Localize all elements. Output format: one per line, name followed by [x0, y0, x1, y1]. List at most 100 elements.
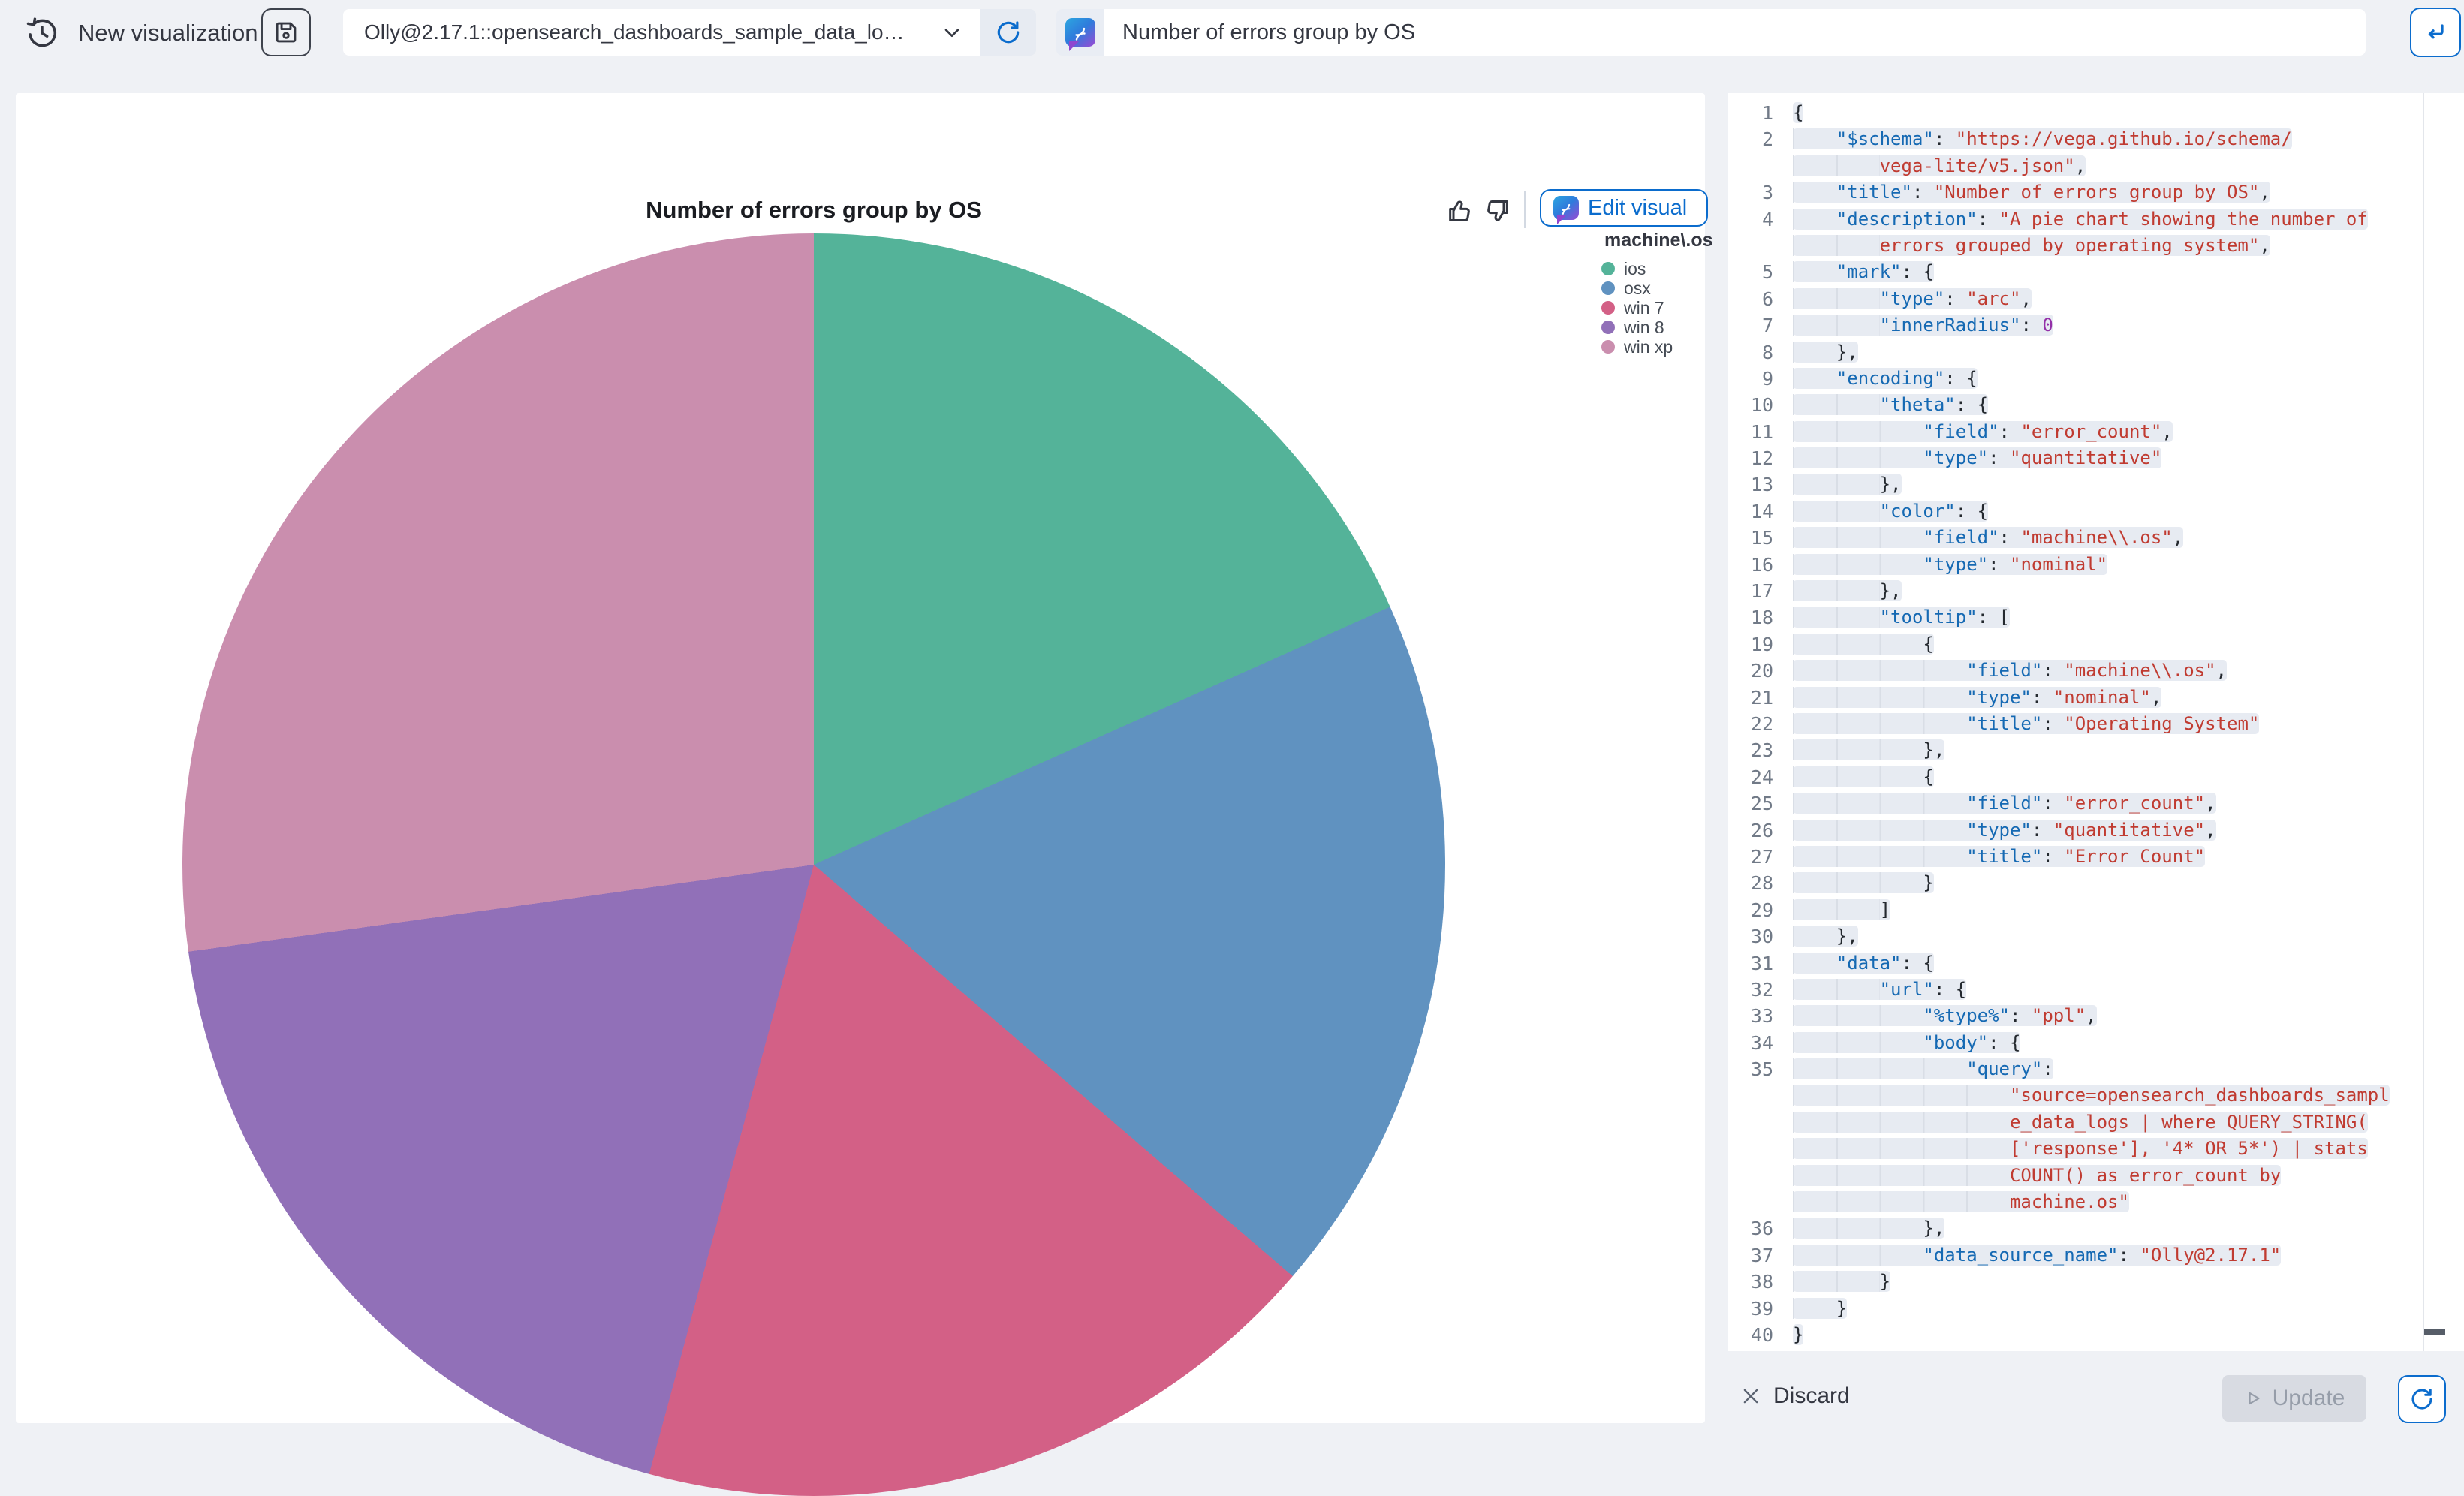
code-line: 24 { — [1728, 764, 2464, 790]
editor-footer: Discard Update — [1728, 1351, 2464, 1441]
vega-spec-editor[interactable]: 1{2 "$schema": "https://vega.github.io/s… — [1728, 93, 2464, 1351]
line-number: 2 — [1761, 128, 1773, 151]
legend-swatch — [1601, 262, 1615, 275]
thumbs-down-icon — [1482, 196, 1512, 226]
code-line: 17 }, — [1728, 578, 2464, 604]
line-number: 18 — [1750, 607, 1773, 629]
line-number: 1 — [1761, 102, 1773, 124]
thumbs-up-button[interactable] — [1444, 195, 1476, 227]
line-number: 31 — [1750, 952, 1773, 974]
line-number: 10 — [1750, 394, 1773, 417]
legend-swatch — [1601, 321, 1615, 334]
legend-label: osx — [1624, 278, 1651, 298]
code-line: 7 "innerRadius": 0 — [1728, 312, 2464, 339]
code-line: 23 }, — [1728, 737, 2464, 763]
line-number: 36 — [1750, 1218, 1773, 1240]
line-number — [1728, 1136, 1793, 1162]
code-line: 35 "query": — [1728, 1056, 2464, 1082]
code-line: 18 "tooltip": [ — [1728, 604, 2464, 631]
code-line: 25 "field": "error_count", — [1728, 790, 2464, 817]
editor-scrollbar-track — [2423, 93, 2424, 1351]
code-line: 30 }, — [1728, 923, 2464, 950]
code-line: 39 } — [1728, 1296, 2464, 1322]
line-number — [1728, 233, 1793, 259]
chart-legend: machine\.os ios osx win 7 win 8 win xp — [1601, 230, 1714, 357]
code-line: 28 } — [1728, 870, 2464, 896]
line-number: 16 — [1750, 553, 1773, 576]
top-toolbar: New visualization Olly@2.17.1::opensearc… — [0, 0, 2464, 93]
code-line: COUNT() as error_count by — [1728, 1163, 2464, 1189]
code-line: 20 "field": "machine\\.os", — [1728, 658, 2464, 684]
line-number: 39 — [1750, 1297, 1773, 1320]
history-button[interactable] — [23, 14, 62, 53]
code-line: vega-lite/v5.json", — [1728, 153, 2464, 179]
code-line: 3 "title": "Number of errors group by OS… — [1728, 179, 2464, 206]
code-line: 12 "type": "quantitative" — [1728, 445, 2464, 471]
code-line: 26 "type": "quantitative", — [1728, 817, 2464, 844]
line-number: 13 — [1750, 474, 1773, 496]
legend-item: win xp — [1601, 337, 1714, 357]
nl-query-bar — [1056, 9, 2366, 56]
line-number: 28 — [1750, 872, 1773, 895]
legend-label: win 7 — [1624, 297, 1664, 318]
header-divider — [1524, 191, 1526, 228]
refresh-icon — [994, 18, 1023, 47]
legend-label: win xp — [1624, 336, 1673, 357]
legend-swatch — [1601, 301, 1615, 315]
code-line: 11 "field": "error_count", — [1728, 419, 2464, 445]
code-line: 5 "mark": { — [1728, 259, 2464, 285]
line-number: 26 — [1750, 819, 1773, 841]
editor-scrollbar-thumb[interactable] — [2424, 1329, 2445, 1335]
code-line: e_data_logs | where QUERY_STRING( — [1728, 1109, 2464, 1136]
submit-query-button[interactable] — [2410, 8, 2461, 57]
legend-swatch — [1601, 281, 1615, 295]
line-number: 27 — [1750, 845, 1773, 868]
save-visualization-button[interactable] — [261, 8, 311, 56]
line-number: 5 — [1761, 261, 1773, 284]
line-number: 38 — [1750, 1271, 1773, 1293]
thumbs-up-icon — [1445, 196, 1475, 226]
line-number: 29 — [1750, 899, 1773, 921]
line-number: 40 — [1750, 1323, 1773, 1346]
line-number: 12 — [1750, 447, 1773, 470]
code-line: 1{ — [1728, 100, 2464, 126]
line-number: 22 — [1750, 712, 1773, 735]
pie-chart[interactable] — [182, 233, 1445, 1496]
datasource-select[interactable]: Olly@2.17.1::opensearch_dashboards_sampl… — [343, 9, 1036, 56]
line-number: 30 — [1750, 926, 1773, 948]
nl-query-input[interactable] — [1104, 9, 2366, 56]
visualization-panel: Number of errors group by OS Edit visual… — [16, 93, 1713, 1496]
line-number: 3 — [1761, 182, 1773, 204]
datasource-refresh-button[interactable] — [980, 9, 1036, 56]
edit-visual-button[interactable]: Edit visual — [1540, 189, 1708, 227]
code-line: machine.os" — [1728, 1189, 2464, 1215]
line-number: 17 — [1750, 580, 1773, 603]
update-button[interactable]: Update — [2222, 1375, 2366, 1422]
line-number: 9 — [1761, 367, 1773, 390]
code-line: 32 "url": { — [1728, 977, 2464, 1003]
line-number: 20 — [1750, 660, 1773, 682]
thumbs-down-button[interactable] — [1481, 195, 1513, 227]
discard-button[interactable]: Discard — [1740, 1374, 1850, 1419]
code-line: 34 "body": { — [1728, 1030, 2464, 1056]
line-number: 21 — [1750, 686, 1773, 709]
code-line: 38 } — [1728, 1269, 2464, 1295]
close-icon — [1740, 1386, 1761, 1407]
floppy-save-icon — [273, 20, 299, 45]
edit-visual-label: Edit visual — [1588, 195, 1688, 220]
code-line: errors grouped by operating system", — [1728, 233, 2464, 259]
code-line: 29 ] — [1728, 897, 2464, 923]
line-number: 23 — [1750, 739, 1773, 762]
line-number: 14 — [1750, 500, 1773, 522]
code-line: 6 "type": "arc", — [1728, 286, 2464, 312]
code-line: "source=opensearch_dashboards_sampl — [1728, 1082, 2464, 1109]
legend-swatch — [1601, 340, 1615, 354]
rerun-button[interactable] — [2398, 1375, 2446, 1423]
line-number — [1728, 1082, 1793, 1109]
code-line: 15 "field": "machine\\.os", — [1728, 525, 2464, 551]
line-number: 6 — [1761, 287, 1773, 310]
legend-item: win 7 — [1601, 298, 1714, 318]
datasource-select-value: Olly@2.17.1::opensearch_dashboards_sampl… — [364, 20, 905, 44]
line-number — [1728, 1163, 1793, 1189]
return-arrow-icon — [2422, 19, 2449, 46]
